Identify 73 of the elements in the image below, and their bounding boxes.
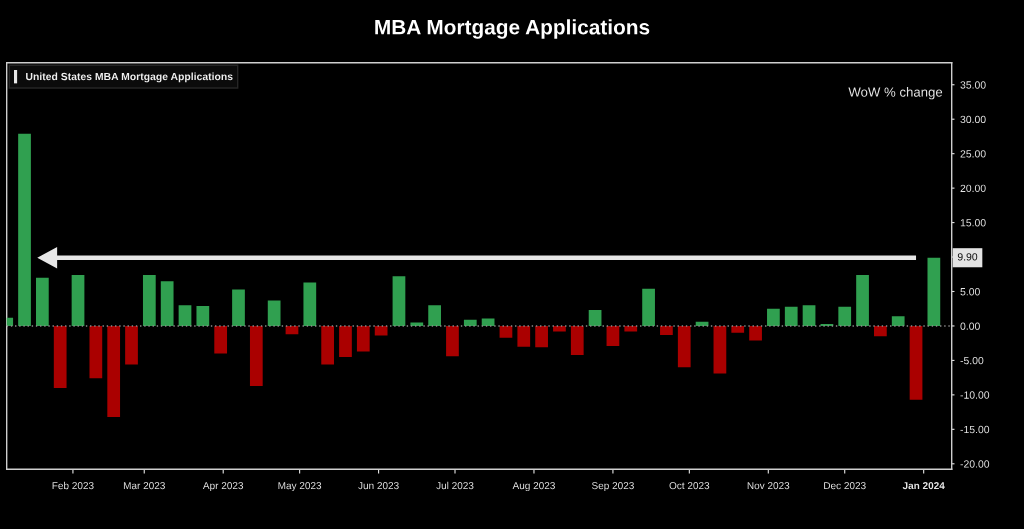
bar bbox=[517, 325, 531, 347]
y-tick-label: 30.00 bbox=[960, 115, 986, 124]
y-tick-label: 35.00 bbox=[960, 81, 986, 89]
bar bbox=[142, 274, 156, 326]
bar bbox=[53, 325, 67, 388]
bar bbox=[178, 305, 192, 326]
bar bbox=[784, 306, 798, 326]
bar bbox=[446, 325, 459, 357]
bar bbox=[677, 325, 691, 368]
y-tick-label: 0.00 bbox=[960, 322, 980, 330]
bar bbox=[374, 325, 388, 336]
x-tick-label: Nov 2023 bbox=[747, 482, 790, 490]
bar bbox=[856, 274, 869, 326]
y-tick-label: 5.00 bbox=[960, 288, 980, 296]
bar bbox=[339, 325, 352, 357]
x-tick-label: Jan 2024 bbox=[902, 482, 945, 490]
bar bbox=[232, 289, 245, 326]
y-tick-label: 25.00 bbox=[960, 150, 986, 158]
y-tick-label: -15.00 bbox=[960, 425, 990, 434]
annotation: WoW % change bbox=[848, 87, 943, 100]
bar bbox=[356, 325, 370, 352]
bar bbox=[71, 274, 85, 326]
bar bbox=[35, 277, 49, 326]
chart-title: MBA Mortgage Applications bbox=[375, 19, 650, 39]
bar bbox=[802, 305, 816, 326]
bar bbox=[874, 325, 887, 337]
bar bbox=[642, 288, 655, 326]
bar bbox=[731, 325, 745, 333]
bar bbox=[267, 300, 281, 326]
y-tick-label: 15.00 bbox=[960, 219, 986, 227]
y-tick-label: -10.00 bbox=[960, 391, 990, 399]
bar bbox=[606, 325, 620, 346]
bar bbox=[891, 316, 905, 326]
bar bbox=[107, 325, 121, 417]
y-tick-label: -5.00 bbox=[960, 356, 984, 365]
bar bbox=[909, 325, 923, 400]
bar bbox=[660, 325, 673, 335]
bar bbox=[196, 305, 210, 326]
x-tick-label: Oct 2023 bbox=[669, 482, 710, 490]
x-tick-label: Aug 2023 bbox=[512, 482, 555, 492]
y-tick-label: -20.00 bbox=[960, 460, 990, 468]
bar bbox=[428, 305, 441, 326]
bar bbox=[749, 325, 762, 341]
bar bbox=[535, 325, 548, 348]
text: United States MBA Mortgage Applications bbox=[26, 72, 233, 83]
bar bbox=[838, 306, 852, 326]
annotation: 9.90 bbox=[957, 253, 978, 261]
bar bbox=[89, 325, 103, 379]
bar bbox=[321, 325, 335, 365]
bar bbox=[303, 282, 317, 326]
bar bbox=[125, 325, 138, 365]
bar bbox=[249, 325, 263, 386]
bar bbox=[18, 133, 31, 326]
x-tick-label: Jul 2023 bbox=[436, 481, 474, 490]
bar bbox=[713, 325, 727, 374]
x-tick-label: Mar 2023 bbox=[123, 482, 165, 490]
x-tick-label: Dec 2023 bbox=[824, 482, 866, 490]
bar bbox=[160, 281, 174, 326]
bar bbox=[927, 257, 941, 326]
bar bbox=[767, 308, 780, 326]
x-tick-label: Sep 2023 bbox=[591, 482, 634, 492]
bar bbox=[214, 325, 228, 354]
x-tick-label: Feb 2023 bbox=[52, 481, 94, 490]
bar bbox=[588, 310, 602, 326]
bar bbox=[392, 276, 406, 326]
x-tick-label: Jun 2023 bbox=[358, 482, 399, 490]
x-tick-label: Apr 2023 bbox=[202, 482, 244, 492]
x-tick-label: May 2023 bbox=[278, 482, 322, 492]
bar bbox=[463, 319, 477, 326]
bar bbox=[570, 325, 584, 355]
bar bbox=[499, 325, 513, 338]
y-tick-label: 20.00 bbox=[960, 184, 986, 192]
bar bbox=[481, 318, 495, 326]
